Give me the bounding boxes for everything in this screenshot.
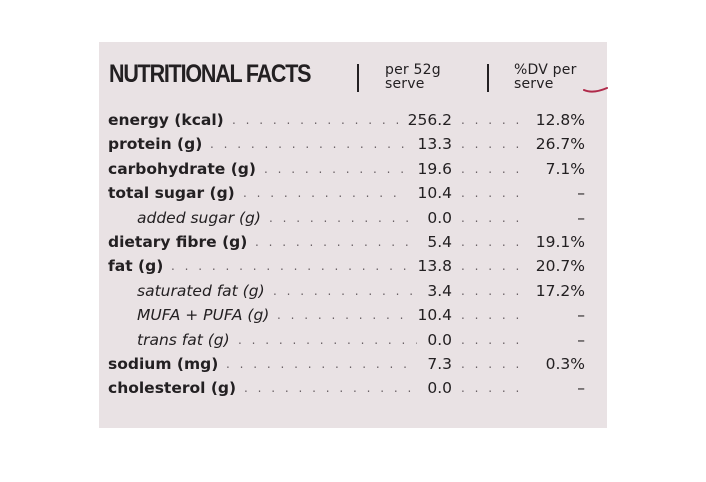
amount-column-header-line: serve <box>385 76 425 92</box>
nutrient-amount: 10.4 <box>417 306 452 325</box>
nutrient-label: trans fat (g) <box>137 330 230 349</box>
dot-leader: . . . . . . . . <box>461 137 519 152</box>
nutrient-amount: 3.4 <box>427 281 452 300</box>
nutrient-label: MUFA + PUFA (g) <box>137 306 270 325</box>
table-row: saturated fat (g) . . . . . . . . . . . .… <box>99 279 607 303</box>
daily-value: – <box>577 379 585 398</box>
nutrient-label: protein (g) <box>108 135 203 154</box>
nutrient-label: sodium (mg) <box>108 355 219 373</box>
table-row: trans fat (g) . . . . . . . . . . . . . .… <box>99 328 607 352</box>
daily-value: 26.7% <box>535 135 585 154</box>
dot-leader: . . . . . . . . <box>461 235 519 249</box>
table-row: energy (kcal) . . . . . . . . . . . . . .… <box>99 108 607 132</box>
nutrient-label: total sugar (g) <box>108 184 235 203</box>
daily-value: 17.2% <box>535 281 585 300</box>
dv-column-header-line: %DV per <box>514 62 577 78</box>
daily-value: – <box>577 208 585 227</box>
dot-leader: . . . . . . . . . . . . . . . . . . . . … <box>238 332 417 347</box>
dot-leader: . . . . . . . . <box>461 161 519 176</box>
dot-leader: . . . . . . . . . . . . . . . . . . . . … <box>232 113 398 127</box>
nutrient-label: energy (kcal) <box>108 111 224 129</box>
dv-column-header-line: serve <box>514 76 554 92</box>
dot-leader: . . . . . . . . . . . . . . . . . . . . … <box>171 259 407 274</box>
nutrient-label: fat (g) <box>108 257 164 276</box>
nutrient-label: added sugar (g) <box>137 208 261 227</box>
dot-leader: . . . . . . . . <box>461 381 519 396</box>
dot-leader: . . . . . . . . <box>461 186 519 201</box>
dot-leader: . . . . . . . . <box>461 210 519 225</box>
nutrient-amount: 0.0 <box>427 208 452 227</box>
nutrient-amount: 256.2 <box>407 111 452 129</box>
daily-value: – <box>577 330 585 349</box>
table-row: protein (g) . . . . . . . . . . . . . . .… <box>99 132 607 156</box>
dot-leader: . . . . . . . . . . . . . . . . . . . . … <box>244 381 417 396</box>
table-row: cholesterol (g) . . . . . . . . . . . . .… <box>99 376 607 400</box>
dot-leader: . . . . . . . . . . . . . . . . . . . . … <box>255 235 417 249</box>
dot-leader: . . . . . . . . . . . . . . . . . . . . … <box>243 186 407 201</box>
header-divider <box>487 64 489 92</box>
dot-leader: . . . . . . . . . . . . . . . . . . . . … <box>264 161 407 176</box>
nutrient-amount: 10.4 <box>417 184 452 203</box>
table-row: added sugar (g) . . . . . . . . . . . . .… <box>99 206 607 230</box>
daily-value: – <box>577 184 585 203</box>
nutrient-amount: 0.0 <box>427 379 452 398</box>
daily-value: – <box>577 306 585 325</box>
nutrient-amount: 5.4 <box>427 233 452 251</box>
table-row: total sugar (g) . . . . . . . . . . . . .… <box>99 181 607 205</box>
dot-leader: . . . . . . . . . . . . . . . . . . . . … <box>273 283 417 298</box>
amount-column-header: per 52g serve <box>385 63 441 91</box>
nutrient-label: carbohydrate (g) <box>108 159 256 178</box>
panel-title: NUTRITIONAL FACTS <box>109 60 311 88</box>
nutrient-amount: 19.6 <box>417 159 452 178</box>
dot-leader: . . . . . . . . <box>461 283 519 298</box>
dot-leader: . . . . . . . . . . . . . . . . . . . . … <box>226 357 417 371</box>
dot-leader: . . . . . . . . <box>461 259 519 274</box>
table-row: sodium (mg) . . . . . . . . . . . . . . .… <box>99 352 607 376</box>
dot-leader: . . . . . . . . <box>461 113 519 127</box>
dot-leader: . . . . . . . . . . . . . . . . . . . . … <box>277 308 407 323</box>
nutrient-amount: 13.3 <box>417 135 452 154</box>
daily-value: 20.7% <box>535 257 585 276</box>
dot-leader: . . . . . . . . . . . . . . . . . . . . … <box>269 210 417 225</box>
table-row: carbohydrate (g) . . . . . . . . . . . . … <box>99 157 607 181</box>
daily-value: 12.8% <box>535 111 585 129</box>
table-row: dietary fibre (g) . . . . . . . . . . . .… <box>99 230 607 254</box>
dot-leader: . . . . . . . . <box>461 332 519 347</box>
nutrient-label: cholesterol (g) <box>108 379 237 398</box>
dot-leader: . . . . . . . . . . . . . . . . . . . . … <box>210 137 407 152</box>
table-row: fat (g) . . . . . . . . . . . . . . . . .… <box>99 254 607 278</box>
daily-value: 7.1% <box>545 159 585 178</box>
daily-value: 0.3% <box>545 355 585 373</box>
nutrition-facts-panel: NUTRITIONAL FACTS per 52g serve %DV per … <box>99 42 608 428</box>
dv-column-header: %DV per serve <box>514 63 577 91</box>
nutrient-label: saturated fat (g) <box>137 281 265 300</box>
nutrient-amount: 13.8 <box>417 257 452 276</box>
table-row: MUFA + PUFA (g) . . . . . . . . . . . . .… <box>99 303 607 327</box>
dot-leader: . . . . . . . . <box>461 308 519 323</box>
dot-leader: . . . . . . . . <box>461 357 519 371</box>
nutrient-amount: 0.0 <box>427 330 452 349</box>
swoosh-mark <box>583 87 608 93</box>
header-divider <box>357 64 359 92</box>
daily-value: 19.1% <box>535 233 585 251</box>
nutrient-amount: 7.3 <box>427 355 452 373</box>
nutrient-label: dietary fibre (g) <box>108 233 248 251</box>
amount-column-header-line: per 52g <box>385 62 441 78</box>
